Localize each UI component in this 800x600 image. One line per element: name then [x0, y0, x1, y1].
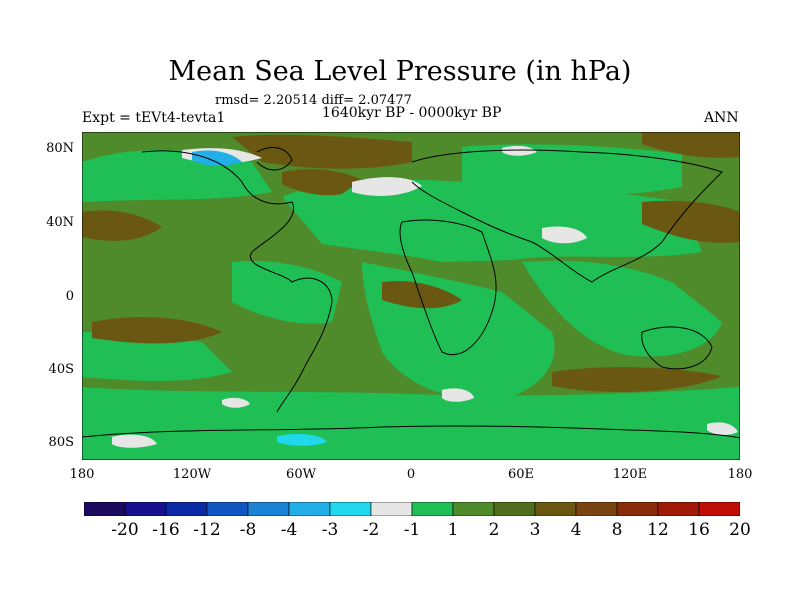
coastline-americas: [141, 150, 333, 413]
colorbar-label: -8: [239, 520, 257, 540]
colorbar-label: -4: [280, 520, 298, 540]
colorbar-label: -3: [321, 520, 339, 540]
colorbar-swatch: [206, 502, 249, 516]
colorbar-label: 12: [647, 520, 669, 540]
colorbar-label: -1: [403, 520, 421, 540]
coastline-africa: [399, 219, 497, 356]
colorbar-swatch: [575, 502, 618, 516]
colorbar-label: -2: [362, 520, 380, 540]
coastline-greenland: [256, 147, 293, 171]
colorbar-swatch: [84, 502, 126, 516]
lon-label: 180: [69, 467, 95, 482]
contour-negative: [192, 150, 327, 446]
colorbar-swatch: [247, 502, 290, 516]
coastline-australia: [641, 326, 713, 370]
colorbar-label: 8: [611, 520, 623, 540]
lon-label: 120W: [172, 467, 212, 482]
lat-label: 80N: [46, 141, 74, 156]
lat-label: 40S: [48, 362, 74, 377]
lat-label: 40N: [46, 215, 74, 230]
colorbar-label: 2: [488, 520, 500, 540]
chart-title: Mean Sea Level Pressure (in hPa): [168, 56, 632, 87]
colorbar-swatch: [616, 502, 659, 516]
colorbar-swatch: [370, 502, 413, 516]
lat-label: 80S: [48, 435, 74, 450]
coastline-eurasia: [411, 149, 723, 283]
lat-label: 0: [65, 289, 74, 304]
coastlines: [82, 147, 740, 439]
colorbar-swatch: [288, 502, 331, 516]
lon-label: 60E: [507, 467, 535, 482]
colorbar-swatch: [493, 502, 536, 516]
contour-3-4: [82, 132, 740, 392]
time-period: 1640kyr BP - 0000kyr BP: [322, 105, 502, 121]
colorbar-swatch: [329, 502, 372, 516]
colorbar-label: -12: [193, 520, 221, 540]
colorbar-swatch: [165, 502, 208, 516]
colorbar-label: -20: [111, 520, 139, 540]
pressure-map: [82, 132, 740, 460]
colorbar-label: 4: [570, 520, 582, 540]
experiment-label: Expt = tEVt4-tevta1: [82, 110, 226, 126]
colorbar-swatch: [124, 502, 167, 516]
colorbar-label: 1: [447, 520, 459, 540]
lon-label: 120E: [612, 467, 648, 482]
colorbar-label: 16: [688, 520, 710, 540]
lon-label: 60W: [286, 467, 316, 482]
lon-label: 180: [727, 467, 753, 482]
rmsd-diff-stats: rmsd= 2.20514 diff= 2.07477: [215, 93, 412, 108]
colorbar-swatch: [534, 502, 577, 516]
coastline-antarctica: [82, 425, 740, 439]
colorbar-swatch: [411, 502, 454, 516]
colorbar-swatch: [657, 502, 700, 516]
season-label: ANN: [704, 110, 739, 126]
lon-label: 0: [406, 467, 416, 482]
colorbar-swatch: [452, 502, 495, 516]
colorbar-label: 20: [729, 520, 751, 540]
colorbar: [84, 502, 740, 516]
colorbar-label: -16: [152, 520, 180, 540]
colorbar-swatch: [698, 502, 740, 516]
colorbar-label: 3: [529, 520, 541, 540]
